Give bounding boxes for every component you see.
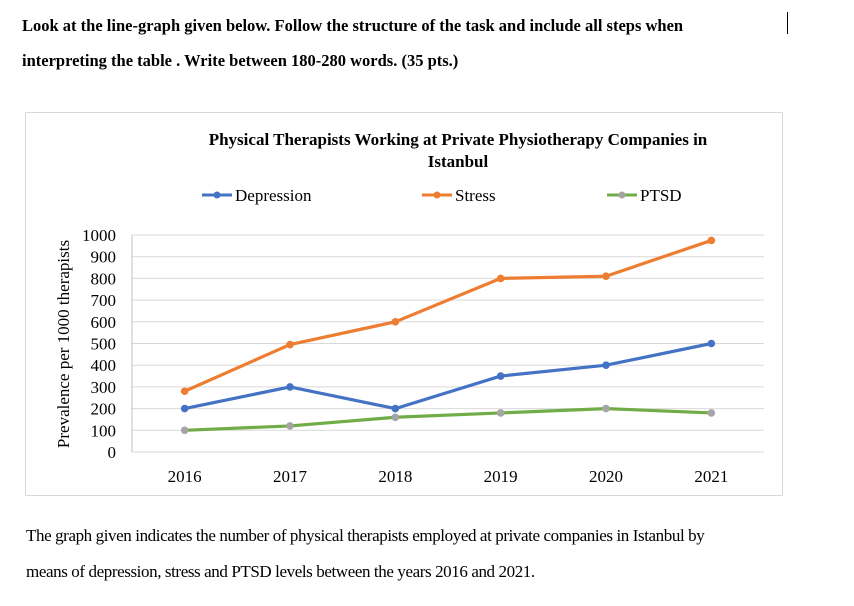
y-tick-label-800: 800: [91, 269, 117, 288]
data-point-ptsd-2017: [286, 422, 294, 430]
y-tick-label-100: 100: [91, 421, 117, 440]
legend-marker-ptsd: [618, 191, 626, 199]
y-tick-label-600: 600: [91, 313, 117, 332]
data-point-depression-2020: [602, 361, 610, 369]
caption-line-1: The graph given indicates the number of …: [26, 526, 705, 545]
chart-canvas: Physical Therapists Working at Private P…: [54, 130, 764, 486]
data-point-stress-2019: [496, 274, 505, 283]
series-line-depression: [183, 341, 713, 411]
y-tick-label-900: 900: [91, 248, 117, 267]
data-point-ptsd-2016: [180, 426, 189, 435]
instructions-line-2: interpreting the table . Write between 1…: [22, 51, 459, 70]
instructions-line-1: Look at the line-graph given below. Foll…: [22, 16, 684, 35]
data-point-stress-2016: [180, 387, 189, 396]
data-point-stress-2017: [286, 340, 294, 349]
x-tick-label-2016: 2016: [168, 467, 202, 486]
data-point-ptsd-2020: [602, 404, 610, 413]
line-chart: Physical Therapists Working at Private P…: [25, 112, 783, 496]
legend-marker-stress: [433, 191, 441, 199]
legend-label-depression: Depression: [235, 186, 312, 205]
y-tick-label-0: 0: [108, 443, 117, 462]
data-point-depression-2018: [391, 404, 400, 413]
x-tick-label-2017: 2017: [273, 467, 308, 486]
x-tick-label-2021: 2021: [694, 467, 728, 486]
data-point-depression-2021: [707, 339, 716, 348]
y-tick-label-400: 400: [91, 356, 117, 375]
data-point-depression-2017: [286, 383, 294, 391]
data-point-ptsd-2021: [707, 409, 716, 417]
y-tick-label-500: 500: [91, 335, 117, 354]
legend-label-ptsd: PTSD: [640, 186, 682, 205]
data-point-ptsd-2019: [496, 409, 505, 417]
data-point-stress-2020: [602, 272, 610, 281]
x-tick-label-2019: 2019: [484, 467, 518, 486]
caption-line-2: means of depression, stress and PTSD lev…: [26, 562, 535, 581]
x-tick-label-2020: 2020: [589, 467, 623, 486]
data-point-stress-2018: [391, 318, 400, 326]
data-point-depression-2016: [180, 404, 189, 413]
caption-paragraph: The graph given indicates the number of …: [26, 518, 826, 590]
y-axis-title: Prevalence per 1000 therapists: [54, 240, 73, 448]
chart-title-line-2: Istanbul: [428, 152, 489, 171]
series-line-stress: [183, 238, 713, 393]
series-line-ptsd: [183, 407, 713, 432]
chart-title-line-1: Physical Therapists Working at Private P…: [209, 130, 708, 149]
y-tick-label-300: 300: [91, 378, 117, 397]
task-instructions: Look at the line-graph given below. Foll…: [22, 8, 822, 78]
y-tick-label-700: 700: [91, 291, 117, 310]
legend-label-stress: Stress: [455, 186, 496, 205]
data-point-ptsd-2018: [391, 413, 400, 422]
data-point-depression-2019: [496, 372, 505, 380]
y-tick-label-200: 200: [91, 400, 117, 419]
x-tick-label-2018: 2018: [378, 467, 412, 486]
legend-marker-depression: [213, 191, 221, 199]
data-point-stress-2021: [707, 236, 716, 245]
y-tick-label-1000: 1000: [82, 226, 116, 245]
text-cursor: [787, 12, 788, 34]
